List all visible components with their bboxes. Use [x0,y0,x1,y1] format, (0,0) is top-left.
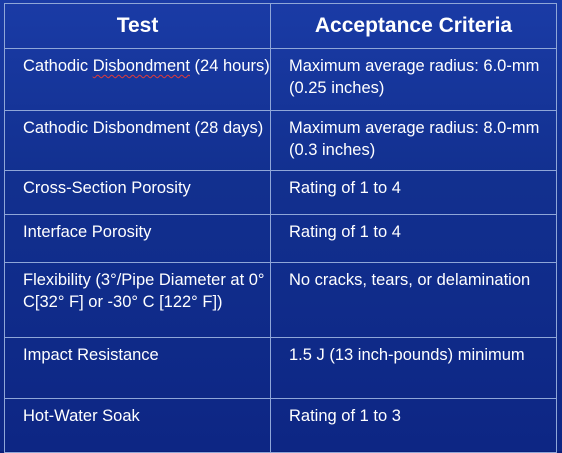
criteria-cell: Maximum average radius: 8.0-mm (0.3 inch… [270,110,557,171]
table-row: Flexibility (3°/Pipe Diameter at 0° C[32… [4,262,557,338]
header-row: Test Acceptance Criteria [4,3,557,49]
test-text-prefix: Cathodic [23,57,93,75]
test-cell: Cathodic Disbondment (24 hours) [4,48,271,111]
test-text-suffix: (24 hours) [189,57,270,75]
table-row: Cross-Section Porosity Rating of 1 to 4 [4,170,557,215]
criteria-cell: Rating of 1 to 4 [270,170,557,215]
table-row: Cathodic Disbondment (28 days) Maximum a… [4,110,557,171]
table-row: Hot-Water Soak Rating of 1 to 3 [4,398,557,453]
test-cell: Cross-Section Porosity [4,170,271,215]
acceptance-criteria-table: Test Acceptance Criteria Cathodic Disbon… [4,3,557,453]
test-cell: Impact Resistance [4,337,271,399]
header-test: Test [4,3,271,49]
table-row: Impact Resistance 1.5 J (13 inch-pounds)… [4,337,557,399]
header-acceptance-criteria: Acceptance Criteria [270,3,557,49]
criteria-cell: Maximum average radius: 6.0-mm (0.25 inc… [270,48,557,111]
table-row: Cathodic Disbondment (24 hours) Maximum … [4,48,557,111]
criteria-cell: Rating of 1 to 3 [270,398,557,453]
criteria-cell: 1.5 J (13 inch-pounds) minimum [270,337,557,399]
spellcheck-word: Disbondment [92,57,190,75]
test-cell: Interface Porosity [4,214,271,263]
criteria-cell: Rating of 1 to 4 [270,214,557,263]
test-cell: Hot-Water Soak [4,398,271,453]
test-cell: Cathodic Disbondment (28 days) [4,110,271,171]
table-row: Interface Porosity Rating of 1 to 4 [4,214,557,263]
test-cell: Flexibility (3°/Pipe Diameter at 0° C[32… [4,262,271,338]
criteria-cell: No cracks, tears, or delamination [270,262,557,338]
